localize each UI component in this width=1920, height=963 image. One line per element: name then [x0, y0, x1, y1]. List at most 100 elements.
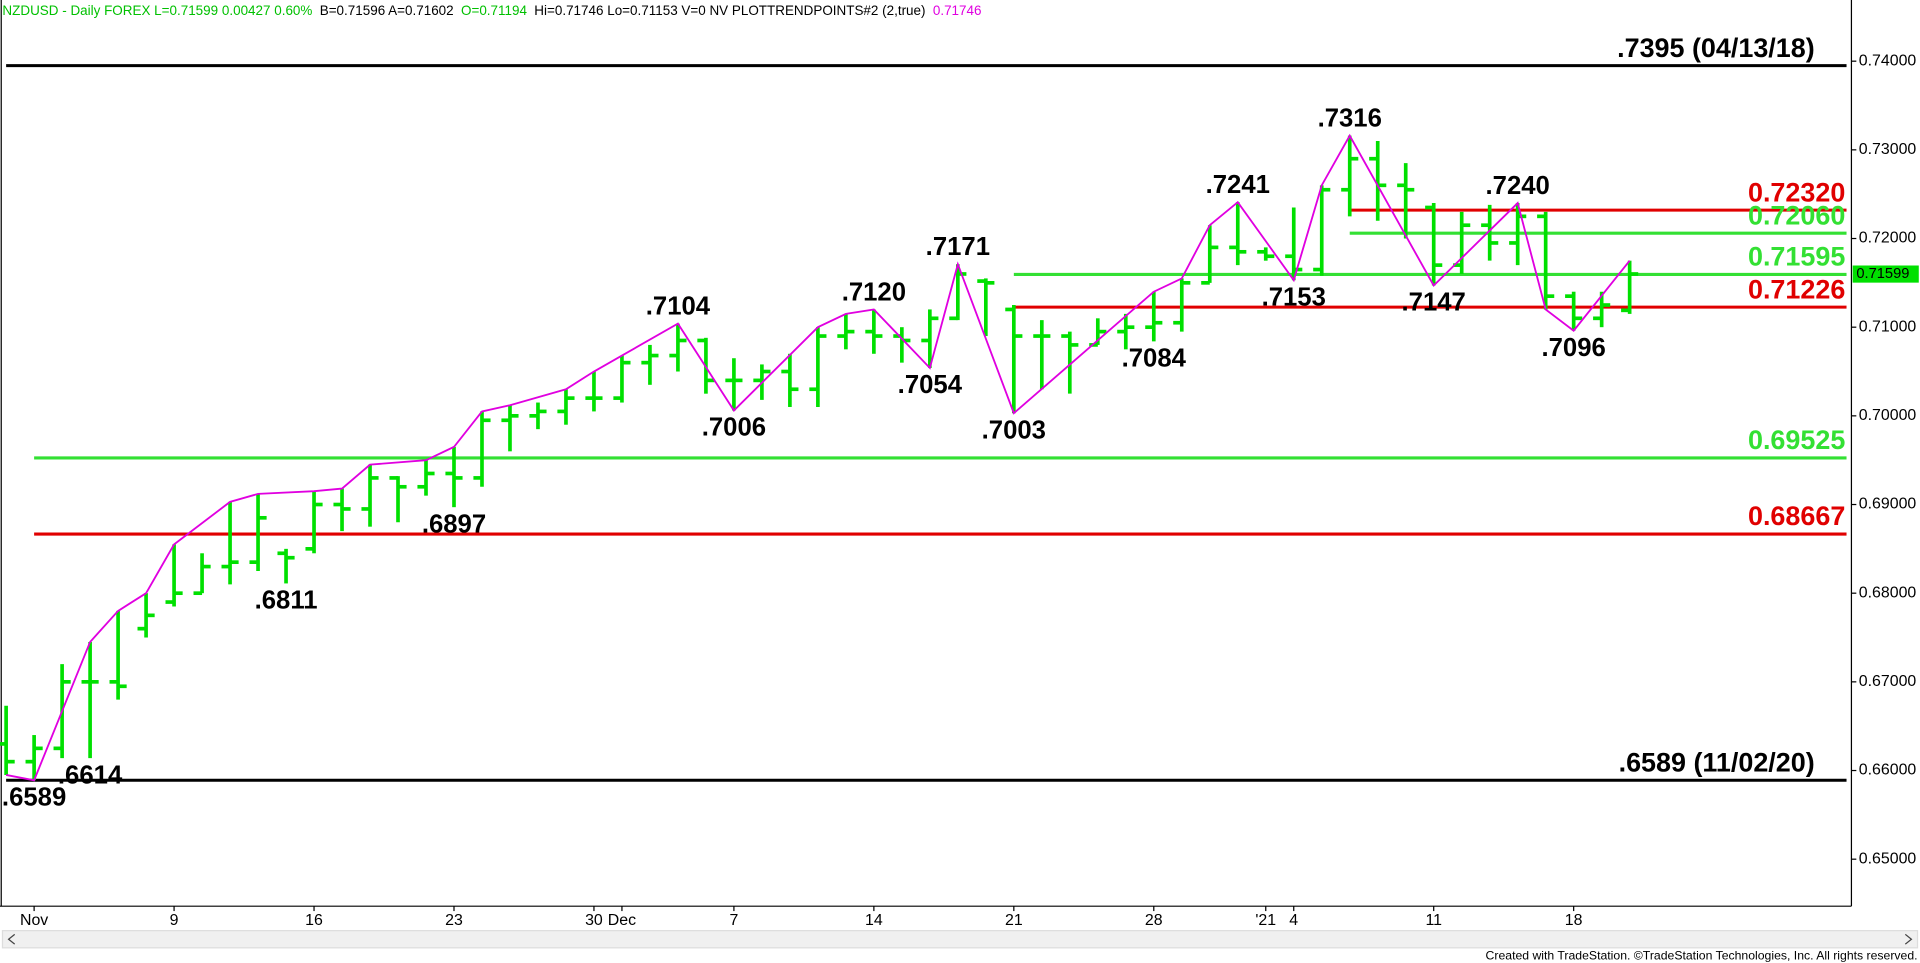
footer: Created with TradeStation. ©TradeStation… — [1486, 949, 1918, 963]
x-tick-label: 11 — [1425, 912, 1442, 929]
bar — [1145, 291, 1163, 342]
x-tick-label: 30 — [585, 912, 603, 929]
x-tick-label: 28 — [1145, 912, 1163, 929]
last-price-label: 0.71599 — [1856, 266, 1909, 282]
bar — [641, 344, 659, 385]
bar — [865, 309, 883, 354]
swing-label: .7084 — [1122, 345, 1187, 373]
bar — [1397, 163, 1415, 239]
bar — [473, 411, 491, 487]
swing-label: .7316 — [1318, 105, 1382, 133]
swing-label: .7054 — [898, 371, 963, 399]
bar — [1229, 202, 1247, 266]
x-tick-label: 16 — [305, 912, 323, 929]
y-tick-label: 0.65000 — [1859, 850, 1917, 867]
bar — [557, 389, 575, 425]
header-item: O=0.71194 — [461, 3, 527, 18]
bar — [1285, 207, 1303, 281]
bar — [193, 553, 211, 596]
y-tick-label: 0.70000 — [1859, 407, 1917, 424]
x-tick-label: 7 — [729, 912, 738, 929]
bar — [333, 488, 351, 532]
bar — [137, 593, 155, 638]
swing-label: .7006 — [702, 414, 766, 442]
bar — [837, 313, 855, 350]
header-item: B=0.71596 A=0.71602 — [320, 3, 454, 18]
bar — [165, 544, 183, 607]
scrollbar[interactable] — [1, 930, 1919, 949]
bar — [25, 735, 43, 781]
bar — [1173, 278, 1191, 332]
bar — [1537, 211, 1555, 310]
swing-label: .7241 — [1206, 171, 1270, 199]
level-label: 0.71226 — [1748, 274, 1845, 304]
swing-label: .6811 — [255, 587, 318, 615]
bar — [501, 405, 519, 452]
bar — [1117, 313, 1135, 350]
scroll-right[interactable] — [1904, 933, 1913, 945]
swing-label: .7147 — [1402, 289, 1466, 317]
bar — [725, 358, 743, 411]
bar — [221, 501, 239, 585]
y-tick-label: 0.68000 — [1859, 584, 1917, 601]
y-tick-label: 0.72000 — [1859, 230, 1917, 247]
bar — [361, 464, 379, 527]
x-tick-label: 9 — [170, 912, 179, 929]
x-tick-label: '21 — [1255, 912, 1276, 929]
x-tick-label: 23 — [445, 912, 463, 929]
x-tick-label: 18 — [1565, 912, 1583, 929]
bar — [1201, 225, 1219, 285]
y-tick-label: 0.67000 — [1859, 673, 1917, 690]
y-tick-label: 0.69000 — [1859, 496, 1917, 513]
bar — [585, 371, 603, 412]
swing-label: .6614 — [58, 761, 123, 789]
level-label: 0.71595 — [1748, 242, 1845, 272]
x-tick-label: Nov — [20, 912, 48, 929]
bar — [1005, 305, 1023, 414]
scroll-track[interactable] — [1, 930, 1919, 949]
swing-label: .7240 — [1486, 172, 1550, 200]
bar — [613, 355, 631, 403]
swing-label: .6897 — [422, 510, 486, 538]
y-tick-label: 0.66000 — [1859, 762, 1917, 779]
bar — [417, 460, 435, 496]
bar — [921, 309, 939, 368]
zigzag-line — [5, 133, 1631, 782]
x-tick-label: 4 — [1289, 912, 1298, 929]
scroll-left[interactable] — [7, 933, 16, 945]
last-price-box — [1852, 265, 1919, 283]
bar — [81, 641, 99, 759]
y-tick-label: 0.74000 — [1859, 52, 1917, 69]
swing-label: .7096 — [1542, 334, 1606, 362]
header: NZDUSD - Daily FOREX L=0.71599 0.00427 0… — [2, 3, 981, 18]
swing-label: .6589 — [2, 783, 66, 811]
bar — [1593, 291, 1611, 328]
level-label: 0.68667 — [1748, 501, 1845, 531]
swing-label: .7171 — [926, 233, 990, 261]
x-tick-label: 21 — [1005, 912, 1023, 929]
header-item: Hi=0.71746 Lo=0.71153 V=0 NV PLOTTRENDPO… — [534, 3, 925, 18]
bar — [669, 323, 687, 372]
bar — [389, 476, 407, 523]
swing-label: .7153 — [1262, 283, 1326, 311]
level-label: .6589 (11/02/20) — [1619, 747, 1815, 777]
bar — [529, 402, 547, 430]
level-label: .7395 (04/13/18) — [1617, 33, 1815, 63]
x-tick-label: 14 — [865, 912, 883, 929]
bar — [445, 446, 463, 508]
bar — [0, 705, 15, 775]
bar — [1565, 291, 1583, 331]
bar — [809, 327, 827, 407]
bar — [1425, 203, 1443, 286]
header-item: 0.71746 — [933, 3, 982, 18]
level-label: 0.72060 — [1748, 200, 1845, 230]
swing-label: .7104 — [646, 293, 711, 321]
bar — [1313, 185, 1331, 276]
bar — [781, 353, 799, 407]
bar — [977, 278, 995, 337]
bar — [1341, 135, 1359, 217]
bar — [1481, 204, 1499, 261]
